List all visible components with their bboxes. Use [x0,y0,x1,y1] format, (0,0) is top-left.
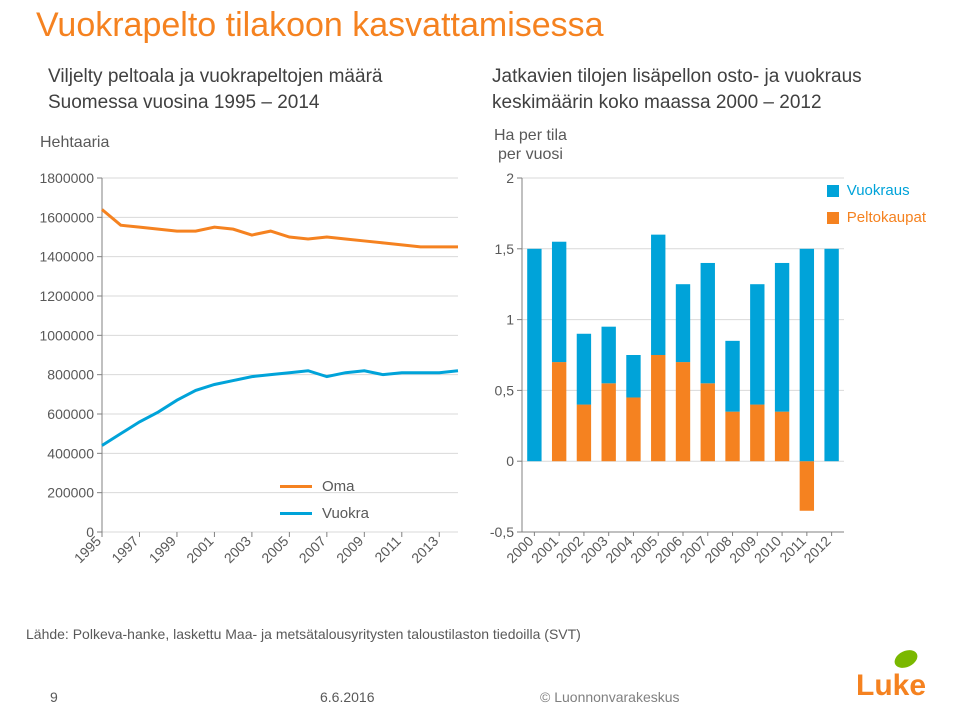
svg-text:2003: 2003 [221,533,254,566]
legend-label: Peltokaupat [847,209,926,226]
svg-text:800000: 800000 [47,367,94,383]
bar-vuokraus [527,249,541,461]
svg-text:2011: 2011 [776,533,809,566]
svg-text:2010: 2010 [751,533,784,566]
subtitle-right: Jatkavien tilojen lisäpellon osto- ja vu… [492,64,862,115]
svg-text:2009: 2009 [726,533,759,566]
svg-text:2006: 2006 [652,533,685,566]
bar-peltokaupat [676,362,690,461]
svg-text:2007: 2007 [677,533,710,566]
svg-text:2005: 2005 [627,533,660,566]
svg-text:2: 2 [506,172,514,186]
svg-text:0,5: 0,5 [495,382,515,398]
bar-vuokraus [800,249,814,461]
bar-peltokaupat [800,461,814,511]
bar-vuokraus [725,341,739,412]
slide-number: 9 [50,689,58,705]
bar-vuokraus [602,327,616,384]
svg-text:1,5: 1,5 [495,241,515,257]
copyright: © Luonnonvarakeskus [540,689,680,705]
svg-text:Luke: Luke [856,669,926,702]
legend-swatch [827,185,839,197]
svg-text:2013: 2013 [408,533,441,566]
legend-line [280,485,312,488]
bar-vuokraus [750,284,764,404]
svg-text:1600000: 1600000 [39,209,94,225]
bar-peltokaupat [775,412,789,462]
svg-text:2007: 2007 [296,533,329,566]
svg-text:2011: 2011 [371,533,404,566]
bar-vuokraus [775,263,789,412]
svg-text:2005: 2005 [258,533,291,566]
svg-text:-0,5: -0,5 [490,524,514,540]
bar-peltokaupat [577,405,591,462]
left-legend: Oma Vuokra [280,478,369,532]
bar-peltokaupat [651,355,665,461]
svg-text:1000000: 1000000 [39,327,94,343]
svg-text:2012: 2012 [800,533,833,566]
bar-vuokraus [626,355,640,397]
legend-swatch [827,212,839,224]
luke-logo: Luke [852,647,932,707]
bar-peltokaupat [626,397,640,461]
svg-text:200000: 200000 [47,485,94,501]
svg-text:600000: 600000 [47,406,94,422]
svg-text:1999: 1999 [146,533,179,566]
bar-peltokaupat [552,362,566,461]
svg-text:2002: 2002 [553,533,586,566]
svg-text:2003: 2003 [577,533,610,566]
bar-vuokraus [676,284,690,362]
bar-vuokraus [824,249,838,461]
line-chart: 0200000400000600000800000100000012000001… [28,172,468,592]
legend-line [280,512,312,515]
source-note: Lähde: Polkeva-hanke, laskettu Maa- ja m… [26,626,581,642]
bar-peltokaupat [602,383,616,461]
svg-text:1997: 1997 [108,533,141,566]
subtitle-left: Viljelty peltoala ja vuokrapeltojen määr… [48,64,382,115]
series-Oma [102,209,458,246]
svg-text:2008: 2008 [701,533,734,566]
bar-peltokaupat [725,412,739,462]
svg-text:1: 1 [506,312,514,328]
svg-text:400000: 400000 [47,445,94,461]
legend-label: Vuokraus [847,182,910,199]
svg-text:2009: 2009 [333,533,366,566]
legend-label: Vuokra [322,505,369,522]
date: 6.6.2016 [320,689,375,705]
bar-vuokraus [577,334,591,405]
page-title: Vuokrapelto tilakoon kasvattamisessa [36,6,604,45]
svg-text:0: 0 [506,453,514,469]
bar-peltokaupat [750,405,764,462]
series-Vuokra [102,371,458,446]
bar-peltokaupat [701,383,715,461]
svg-text:1800000: 1800000 [39,172,94,186]
svg-text:1400000: 1400000 [39,249,94,265]
right-legend: Vuokraus Peltokaupat [827,182,926,236]
svg-text:1995: 1995 [71,533,104,566]
svg-text:2001: 2001 [183,533,216,566]
bar-vuokraus [701,263,715,383]
bar-vuokraus [651,235,665,355]
svg-text:1200000: 1200000 [39,288,94,304]
legend-label: Oma [322,478,355,495]
svg-text:2004: 2004 [602,533,635,566]
svg-text:2001: 2001 [528,533,561,566]
bar-vuokraus [552,242,566,362]
right-y-axis-title: Ha per tilaper vuosi [494,126,567,164]
left-y-axis-title: Hehtaaria [40,134,109,152]
